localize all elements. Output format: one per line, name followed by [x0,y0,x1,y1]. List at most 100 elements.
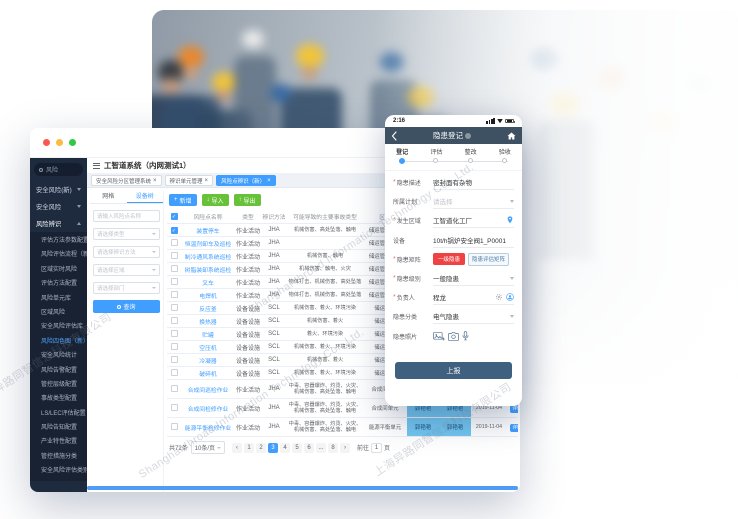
back-button[interactable] [391,130,397,141]
camera-icon[interactable] [448,331,459,341]
page-button-6[interactable]: 6 [304,442,315,453]
field-value-6[interactable]: 程龙 [433,290,514,306]
page-button-1[interactable]: 1 [244,442,255,453]
row-checkbox[interactable] [170,290,178,298]
export-button[interactable]: ↑ 导出 [233,194,261,206]
prev-page-button[interactable]: ‹ [232,442,243,453]
row-checkbox[interactable] [170,277,178,285]
info-badge-icon[interactable] [465,132,471,139]
maximize-window-button[interactable] [69,139,76,146]
page-button-...[interactable]: ... [316,442,327,453]
query-button[interactable]: 查询 [93,300,160,313]
page-button-8[interactable]: 8 [328,442,339,453]
sidebar-item-3[interactable]: 评估方法配置 [41,281,78,288]
field-value-0[interactable]: 密封面有杂物 [433,175,514,191]
risk-point-link[interactable]: 装置停车 [196,228,220,235]
row-checkbox[interactable] [170,384,178,392]
close-icon[interactable]: × [204,177,209,184]
risk-point-link[interactable]: 破碎机 [199,371,217,378]
close-icon[interactable]: × [267,177,271,184]
row-checkbox[interactable] [170,264,178,272]
detail-button[interactable]: 详情 [509,405,518,413]
risk-point-link[interactable]: 合成间检修作业 [187,406,229,413]
sidebar-item-1[interactable]: 风险评估流程（新） [41,252,87,259]
risk-point-link[interactable]: 能源平衡检修作业 [184,425,232,432]
sidebar-item-12[interactable]: LS/LEC评估配置 [41,410,86,417]
close-icon[interactable]: × [153,177,157,184]
gear-icon[interactable] [495,293,503,301]
sidebar-item-9[interactable]: 风险告警配置 [41,367,78,374]
sidebar-item-6[interactable]: 安全风险评估库 [41,324,84,331]
sidebar-item-0[interactable]: 评估方法参数配置 [41,238,87,244]
field-value-7[interactable]: 电气隐患 [433,309,514,325]
risk-point-link[interactable]: 恒温剂卸车及巡检 [184,241,232,248]
sidebar-group-2[interactable]: 风险辨识 [30,215,87,232]
sidebar-item-16[interactable]: 安全风险评估类别 [41,468,87,475]
home-icon[interactable] [507,131,516,140]
row-checkbox[interactable]: ✓ [170,226,178,234]
filter-field-4[interactable]: 请选择部门 [93,282,160,294]
matrix-evaluate-button[interactable]: 隐患评估矩阵 [468,252,510,266]
sidebar-item-15[interactable]: 管控措施分类 [41,453,78,460]
next-page-button[interactable]: › [340,442,351,453]
page-button-2[interactable]: 2 [256,442,267,453]
field-value-2[interactable]: 工智道化工厂 [433,213,514,229]
filter-tab-1[interactable]: 设备树 [126,191,163,203]
filter-field-1[interactable]: 请选择类型 [93,228,160,240]
sidebar-item-7[interactable]: 风险四色图（新） [41,338,87,345]
location-pin-icon[interactable] [506,215,514,225]
sidebar-search-input[interactable]: 风险 [34,163,83,176]
filter-field-0[interactable]: 请输入风险点名称 [93,210,160,222]
filter-tab-0[interactable]: 网格 [102,194,115,200]
row-checkbox[interactable] [170,422,178,430]
row-checkbox[interactable] [170,342,178,350]
goto-page-input[interactable]: 1 [371,442,383,453]
page-button-3[interactable]: 3 [268,442,279,453]
risk-point-link[interactable]: 空压机 [199,345,217,352]
risk-point-link[interactable]: 制冷通风系统巡检 [184,254,232,261]
horizontal-scrollbar[interactable] [87,486,518,490]
filter-field-3[interactable]: 请选择区域 [93,264,160,276]
detail-button[interactable]: 详情 [509,424,518,432]
import-button[interactable]: ↓ 导入 [201,194,229,206]
microphone-icon[interactable] [462,331,469,341]
field-value-4[interactable]: 一级隐患 隐患评估矩阵 [433,252,514,267]
close-window-button[interactable] [43,139,50,146]
sidebar-group-0[interactable]: 安全风险(新) [30,181,87,198]
tab-0[interactable]: 安全风险分区管理系统 × [91,175,162,186]
page-size-select[interactable]: 10条/页 [190,441,226,454]
danger-level-tag[interactable]: 一级隐患 [433,253,466,266]
photo-upload-icon[interactable] [433,331,445,341]
field-value-1[interactable]: 请选择 [433,194,514,210]
page-button-5[interactable]: 5 [292,442,303,453]
row-checkbox[interactable] [170,403,178,411]
risk-point-link[interactable]: 冷凝器 [199,358,217,365]
add-button[interactable]: + 新增 [169,194,197,206]
row-checkbox[interactable] [170,303,178,311]
sidebar-item-10[interactable]: 管控层级配置 [41,381,78,388]
row-checkbox[interactable] [170,368,178,376]
sidebar-item-4[interactable]: 风险单元库 [41,295,72,302]
row-checkbox[interactable] [170,316,178,324]
risk-point-link[interactable]: 树脂装卸系统巡检 [184,267,232,274]
risk-point-link[interactable]: 换热器 [199,319,217,326]
tab-1[interactable]: 辨识单元管理 × [164,175,214,186]
risk-point-link[interactable]: 电焊机 [199,293,217,300]
row-checkbox[interactable] [170,355,178,363]
select-all-checkbox[interactable]: ✓ [170,213,178,220]
tab-2[interactable]: 风险点辨识（新） × [216,175,276,186]
sidebar-item-13[interactable]: 风险告知配置 [41,425,78,432]
row-checkbox[interactable] [170,329,178,337]
field-value-3[interactable]: 10t/h锅炉安全阀1_P0001 [433,233,514,248]
risk-point-link[interactable]: 反应釜 [199,306,217,313]
sidebar-item-2[interactable]: 区域实时风险 [41,266,78,273]
risk-point-link[interactable]: 叉车 [202,280,214,287]
sidebar-item-5[interactable]: 区域风险 [41,309,66,316]
field-value-5[interactable]: 一般隐患 [433,271,514,287]
risk-point-link[interactable]: 合成间巡检作业 [187,387,229,394]
row-checkbox[interactable] [170,238,178,246]
contacts-icon[interactable] [506,293,514,301]
row-checkbox[interactable] [170,251,178,259]
minimize-window-button[interactable] [56,139,63,146]
submit-button[interactable]: 上报 [395,362,512,379]
